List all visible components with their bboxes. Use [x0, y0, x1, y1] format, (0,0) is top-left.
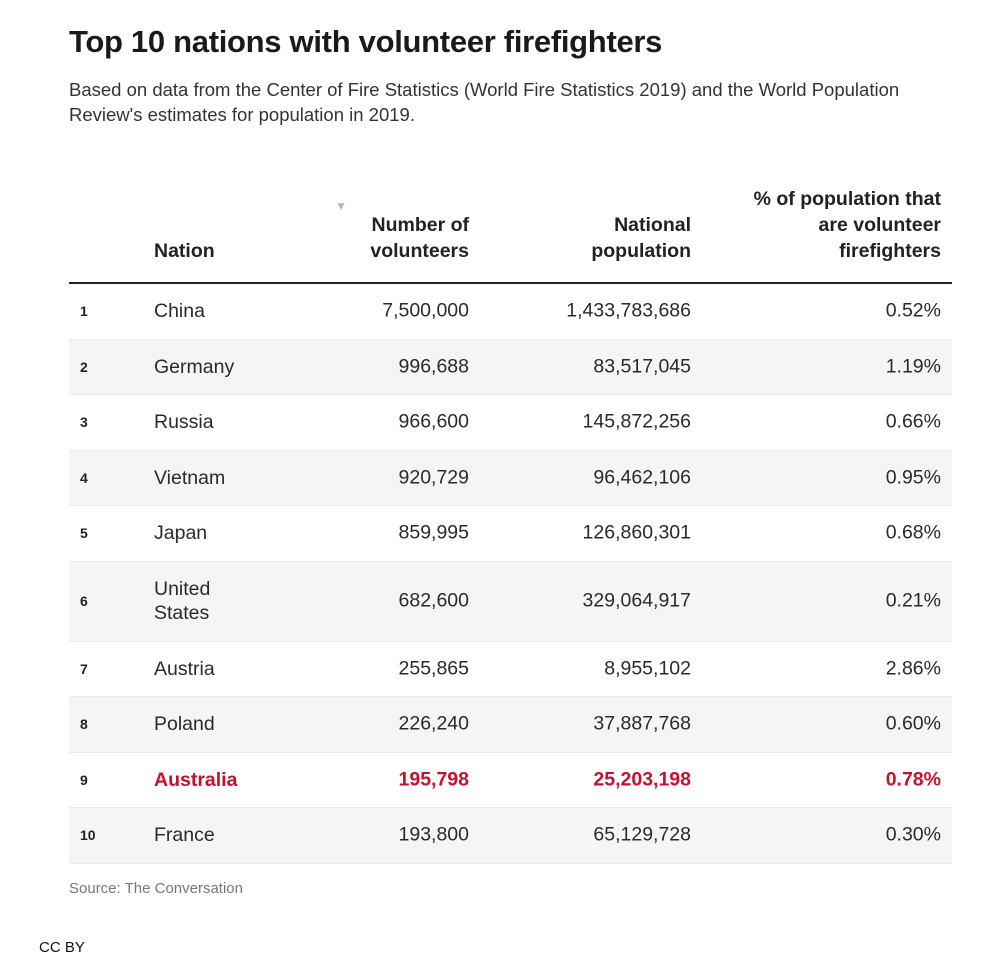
table-row: 8 Poland 226,240 37,887,768 0.60%	[69, 697, 952, 753]
row-percent: 0.52%	[885, 299, 941, 322]
row-rank: 6	[80, 593, 88, 609]
header-population[interactable]: National population	[591, 214, 691, 262]
row-nation: France	[154, 824, 215, 847]
row-population: 96,462,106	[593, 466, 691, 489]
table-row: 10 France 193,800 65,129,728 0.30%	[69, 808, 952, 864]
table-row: 5 Japan 859,995 126,860,301 0.68%	[69, 506, 952, 562]
row-nation: Austria	[154, 657, 215, 680]
row-population: 25,203,198	[593, 768, 691, 791]
row-population: 126,860,301	[582, 521, 691, 544]
header-volunteers[interactable]: Number of volunteers	[370, 214, 469, 262]
row-population: 8,955,102	[604, 657, 691, 680]
row-percent: 0.66%	[885, 410, 941, 433]
table-row: 9 Australia 195,798 25,203,198 0.78%	[69, 753, 952, 808]
row-percent: 2.86%	[885, 657, 941, 680]
row-percent: 0.30%	[885, 823, 941, 846]
row-nation: Russia	[154, 411, 214, 434]
row-rank: 5	[80, 525, 88, 542]
chart-title: Top 10 nations with volunteer firefighte…	[69, 24, 663, 59]
row-rank: 9	[80, 771, 88, 788]
table-row: 2 Germany 996,688 83,517,045 1.19%	[69, 339, 952, 395]
row-nation: Germany	[154, 355, 235, 378]
row-volunteers: 682,600	[398, 589, 470, 612]
row-percent: 0.21%	[885, 589, 941, 612]
table-row: 1 China 7,500,000 1,433,783,686 0.52%	[69, 284, 952, 340]
row-volunteers: 859,995	[398, 521, 470, 544]
chart-subtitle: Based on data from the Center of Fire St…	[69, 79, 900, 125]
sort-down-icon[interactable]: ▼	[335, 199, 347, 213]
license-label: CC BY	[39, 939, 85, 956]
row-rank: 7	[80, 660, 88, 677]
table-row: 3 Russia 966,600 145,872,256 0.66%	[69, 395, 952, 451]
row-rank: 4	[80, 469, 88, 486]
row-nation: China	[154, 300, 205, 323]
row-nation: United States	[154, 578, 211, 624]
row-volunteers: 255,865	[398, 657, 470, 680]
row-rank: 10	[80, 827, 96, 844]
row-rank: 8	[80, 716, 88, 733]
row-nation: Vietnam	[154, 466, 226, 489]
row-percent: 1.19%	[885, 355, 941, 378]
row-rank: 3	[80, 414, 88, 431]
row-population: 145,872,256	[582, 410, 691, 433]
row-population: 1,433,783,686	[566, 299, 691, 322]
table-row: 4 Vietnam 920,729 96,462,106 0.95%	[69, 450, 952, 506]
header-nation[interactable]: Nation	[154, 240, 215, 262]
table-row: 7 Austria 255,865 8,955,102 2.86%	[69, 642, 952, 697]
row-population: 65,129,728	[593, 823, 691, 846]
table-row: 6 United States 682,600 329,064,917 0.21%	[69, 561, 952, 642]
row-volunteers: 226,240	[398, 712, 470, 735]
source-note: Source: The Conversation	[69, 880, 243, 897]
row-volunteers: 996,688	[398, 355, 470, 378]
row-percent: 0.60%	[885, 712, 941, 735]
row-volunteers: 195,798	[398, 768, 470, 791]
data-table: Nation ▼ Number of volunteers National pop…	[69, 180, 952, 864]
row-volunteers: 920,729	[398, 466, 470, 489]
row-volunteers: 193,800	[398, 823, 470, 846]
row-nation: Poland	[154, 713, 215, 736]
row-percent: 0.68%	[885, 521, 941, 544]
row-volunteers: 7,500,000	[382, 299, 469, 322]
row-population: 83,517,045	[593, 355, 691, 378]
row-nation: Australia	[154, 768, 238, 791]
header-percent[interactable]: % of population that are volunteer firefig…	[753, 188, 941, 262]
table-body: 1 China 7,500,000 1,433,783,686 0.52% 2 German…	[69, 284, 952, 864]
row-percent: 0.78%	[885, 768, 941, 791]
row-population: 329,064,917	[582, 589, 691, 612]
row-population: 37,887,768	[593, 712, 691, 735]
row-rank: 2	[80, 358, 88, 375]
row-volunteers: 966,600	[398, 410, 470, 433]
row-rank: 1	[80, 303, 88, 320]
table-header: Nation ▼ Number of volunteers National pop…	[69, 180, 952, 284]
row-nation: Japan	[154, 522, 208, 545]
row-percent: 0.95%	[885, 466, 941, 489]
